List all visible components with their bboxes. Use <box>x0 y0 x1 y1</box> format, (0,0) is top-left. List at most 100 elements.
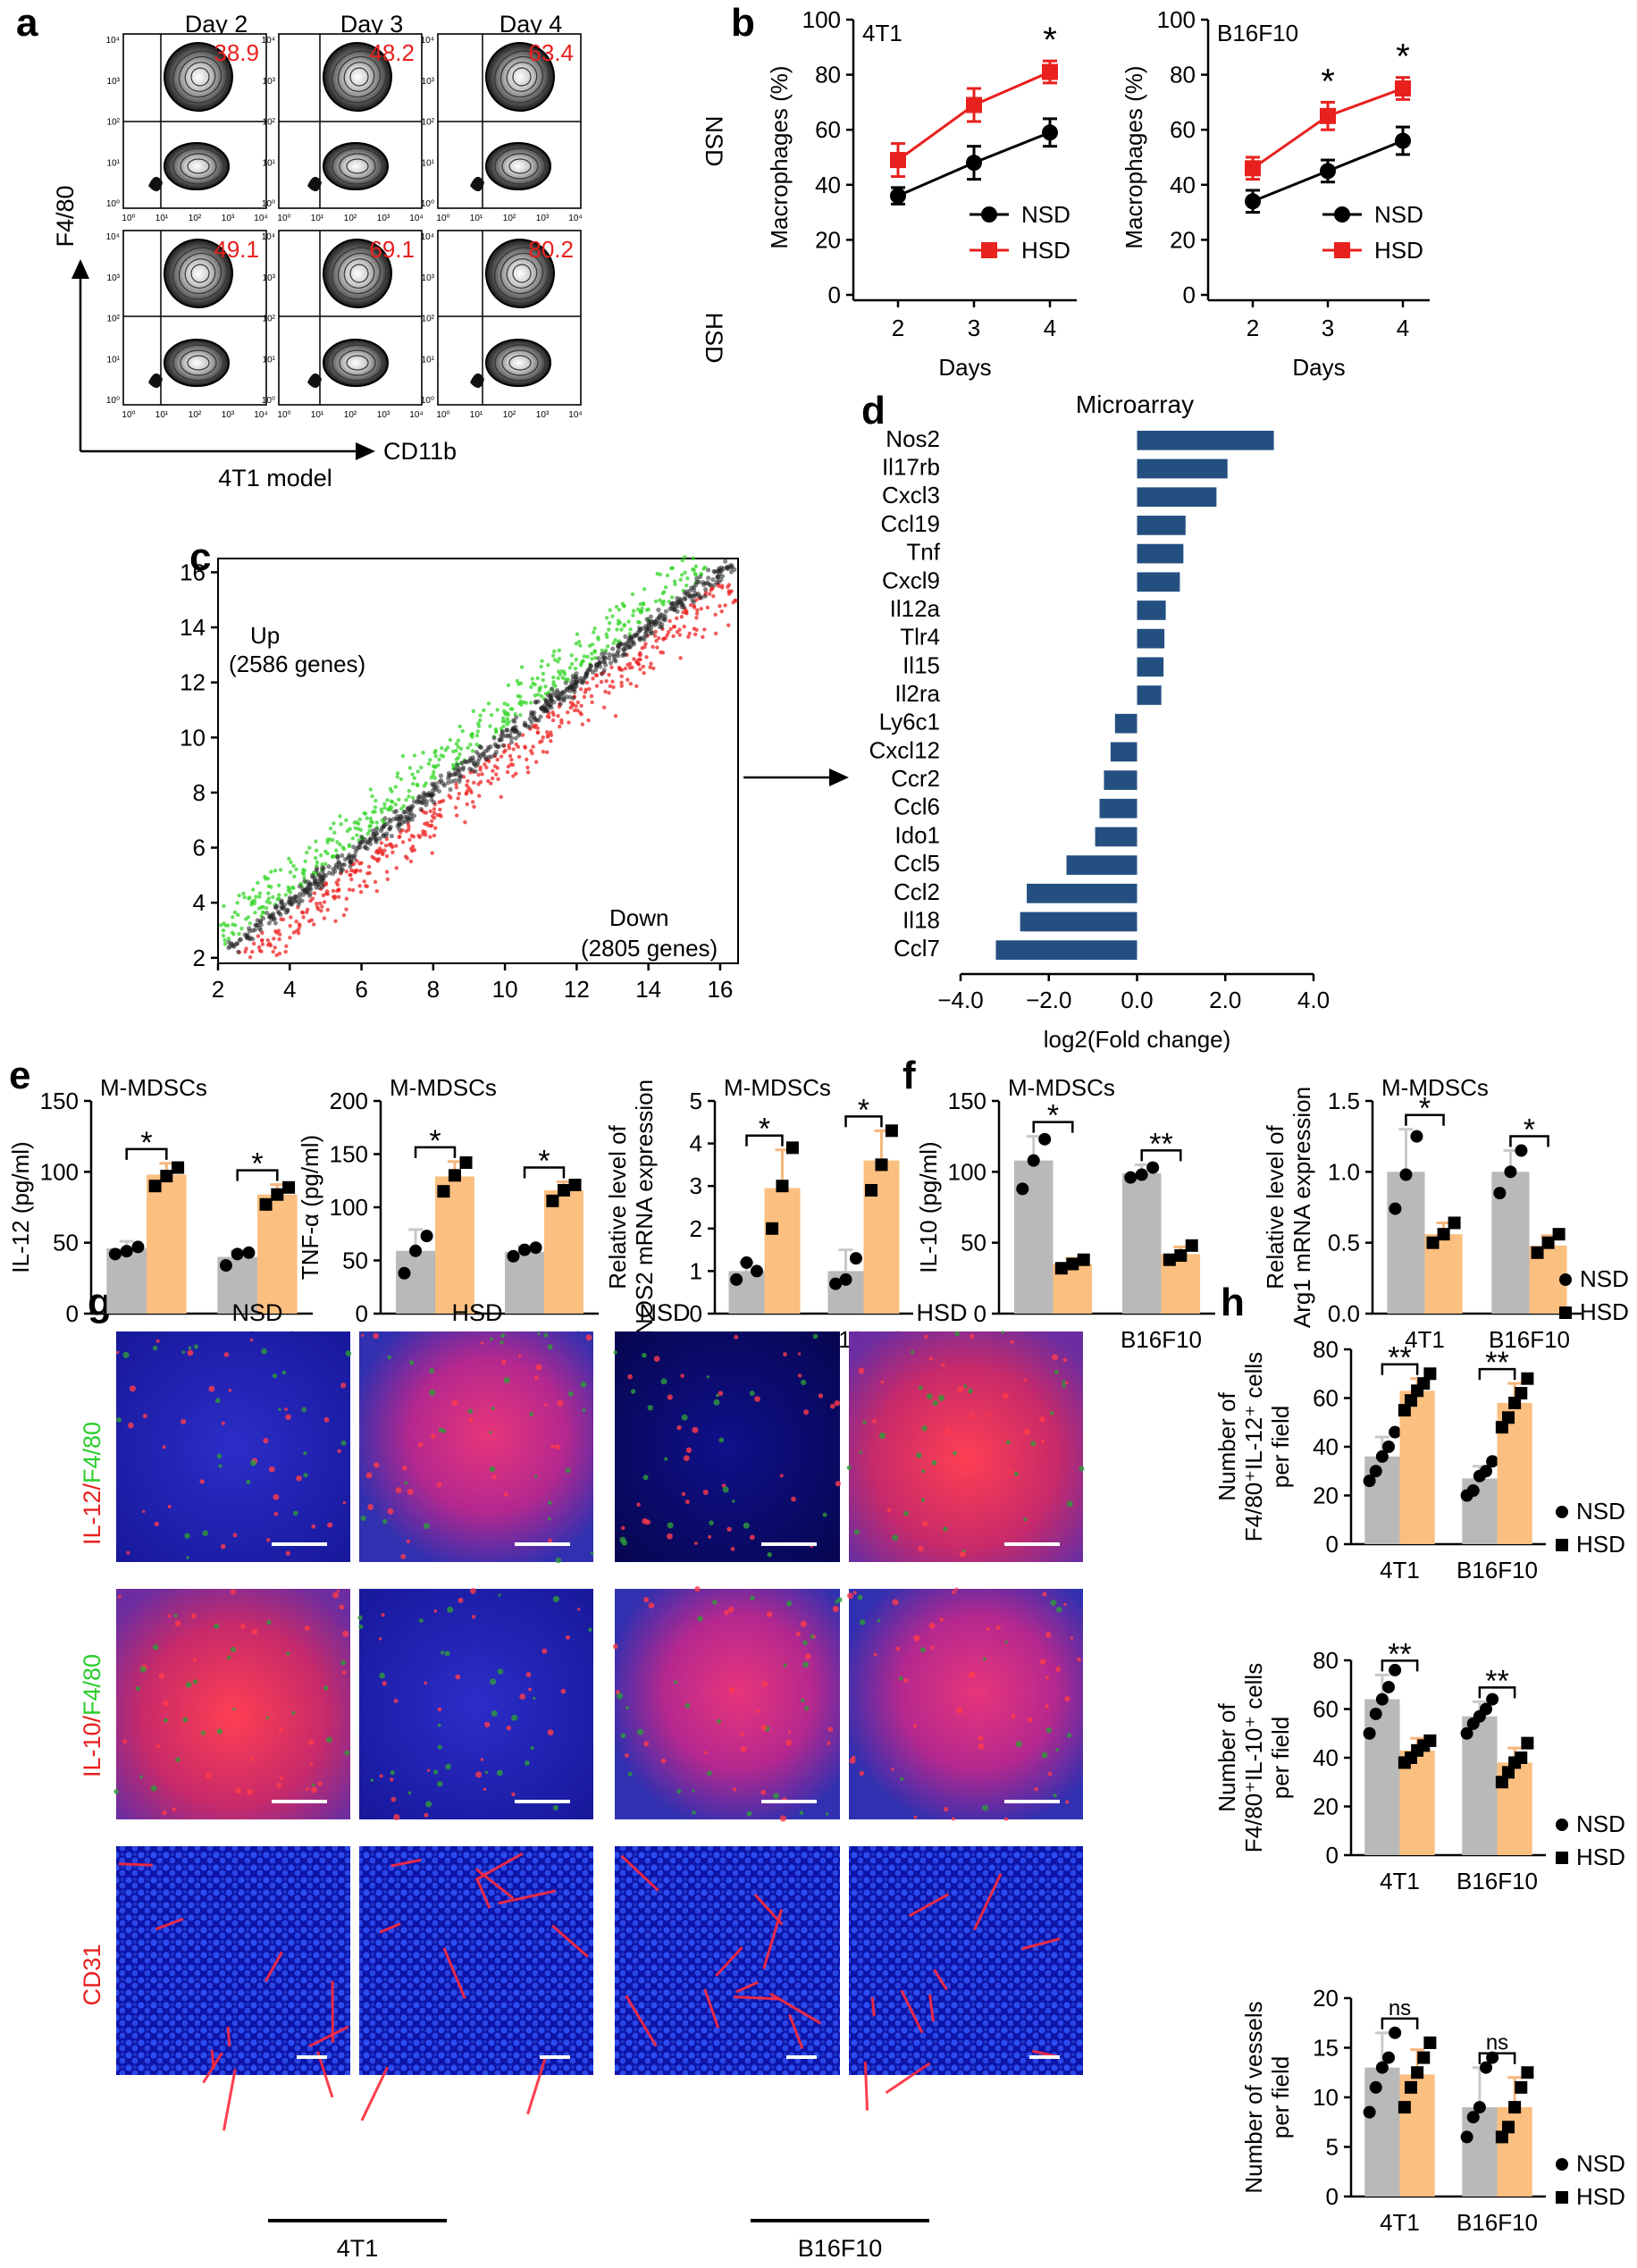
unchanged-gene-point <box>703 581 709 586</box>
vessel-stain <box>360 2066 389 2121</box>
stain-speck <box>491 1407 495 1411</box>
significance-mark: * <box>1321 62 1335 101</box>
stain-speck <box>886 1508 892 1513</box>
down-gene-point <box>601 705 607 710</box>
y-tick-label: 80 <box>1170 62 1196 88</box>
unchanged-gene-point <box>570 695 576 701</box>
stain-speck <box>503 1376 510 1383</box>
unchanged-gene-point <box>610 646 616 651</box>
down-gene-point <box>627 666 633 670</box>
unchanged-gene-point <box>682 595 687 601</box>
stain-speck <box>580 1382 587 1388</box>
down-gene-point <box>628 681 634 686</box>
chart-title: M-MDSCs <box>724 1074 831 1101</box>
down-gene-point <box>394 866 399 870</box>
unchanged-gene-point <box>546 702 551 708</box>
stain-speck <box>746 1810 752 1817</box>
y-axis-label: per field <box>1267 1406 1294 1489</box>
stain-speck <box>519 1693 526 1700</box>
stain-speck <box>395 1487 402 1493</box>
hsd-data-point <box>1508 2101 1522 2114</box>
up-gene-point <box>232 923 238 928</box>
down-gene-point <box>535 726 540 730</box>
stain-speck <box>312 1783 315 1787</box>
down-gene-point <box>701 634 705 639</box>
unchanged-gene-point <box>495 744 500 750</box>
up-gene-point <box>339 822 343 827</box>
up-gene-point <box>474 742 479 747</box>
up-gene-point <box>503 719 508 724</box>
day-label: Day 2 <box>185 11 248 38</box>
stain-speck <box>249 1338 254 1342</box>
stain-speck <box>707 1770 712 1777</box>
down-gene-point <box>243 949 248 954</box>
stain-speck <box>1001 1331 1004 1334</box>
stain-speck <box>1062 1357 1068 1363</box>
unchanged-gene-point <box>389 833 395 839</box>
unchanged-gene-point <box>564 694 569 700</box>
stain-speck <box>186 1556 189 1559</box>
up-gene-point <box>332 821 336 826</box>
up-gene-point <box>486 701 491 706</box>
stain-speck <box>382 1681 387 1686</box>
significance-mark: ** <box>1388 1637 1411 1671</box>
down-gene-point <box>693 632 698 637</box>
up-gene-point <box>536 693 541 697</box>
nsd-data-point <box>1486 1693 1499 1706</box>
down-gene-point <box>424 811 428 815</box>
bar-hsd <box>147 1174 187 1314</box>
stain-speck <box>1034 1787 1038 1792</box>
data-point <box>890 152 906 169</box>
up-gene-point <box>395 771 400 776</box>
up-gene-point <box>225 923 231 928</box>
category-label: Ly6c1 <box>879 709 940 735</box>
nsd-data-point <box>1466 1484 1480 1498</box>
down-gene-point <box>447 794 451 798</box>
down-gene-point <box>657 635 661 641</box>
nsd-data-point <box>398 1266 411 1280</box>
stain-speck <box>285 1414 291 1421</box>
stain-speck <box>548 1516 551 1521</box>
stain-speck <box>1066 1500 1073 1508</box>
nsd-data-point <box>1460 2130 1473 2144</box>
hsd-data-point <box>1417 1377 1431 1390</box>
y-tick-label: 10¹ <box>422 355 435 365</box>
nsd-data-point <box>242 1246 256 1259</box>
unchanged-gene-point <box>728 562 734 568</box>
nsd-data-point <box>1363 1726 1376 1740</box>
up-gene-point <box>518 694 523 699</box>
down-gene-point <box>322 916 327 920</box>
up-gene-point <box>439 753 444 758</box>
up-gene-point <box>575 632 580 636</box>
y-tick-label: 12 <box>180 669 206 696</box>
down-gene-point <box>373 879 378 885</box>
x-tick-label: 10⁴ <box>254 410 267 420</box>
down-gene-point <box>648 665 652 669</box>
up-gene-point <box>393 802 398 807</box>
stain-speck <box>155 1339 160 1343</box>
stain-speck <box>382 1518 388 1525</box>
panel-label-e: e <box>9 1054 30 1097</box>
down-gene-point <box>385 877 390 882</box>
up-gene-point <box>382 805 387 811</box>
y-tick-label: 10⁴ <box>262 232 275 242</box>
down-gene-point <box>299 910 305 915</box>
up-gene-point <box>239 926 244 931</box>
down-gene-point <box>283 949 288 954</box>
stain-speck <box>911 1350 915 1355</box>
category-label: B16F10 <box>1121 1326 1202 1353</box>
stain-speck <box>537 1331 541 1335</box>
down-gene-point <box>454 813 459 818</box>
stain-speck <box>718 1437 725 1443</box>
stain-speck <box>852 1591 857 1595</box>
micrograph-background <box>359 1589 593 1819</box>
stain-speck <box>984 1446 987 1450</box>
micrograph-background <box>116 1589 350 1819</box>
stain-speck <box>543 1332 549 1338</box>
hsd-data-point <box>1163 1253 1176 1266</box>
stain-speck <box>779 1474 784 1478</box>
unchanged-gene-point <box>411 813 417 819</box>
down-gene-point <box>248 955 253 960</box>
down-gene-point <box>655 645 659 650</box>
